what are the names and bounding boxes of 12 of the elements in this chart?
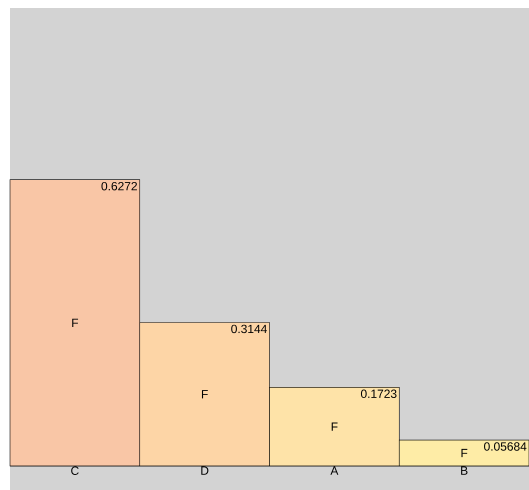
annotation: F	[461, 448, 468, 458]
annotation: F	[202, 390, 208, 398]
data-label: 0.05684	[484, 442, 526, 451]
data-label: 0.3144	[231, 324, 267, 334]
x-tick-label: B	[461, 466, 468, 475]
annotation: F	[72, 318, 78, 327]
data-label: 0.6272	[101, 182, 137, 190]
x-tick-label: A	[330, 466, 338, 475]
data-label: 0.1723	[360, 390, 397, 398]
x-tick-label: C	[71, 466, 79, 475]
x-tick-label: D	[201, 466, 208, 475]
annotation: F	[332, 422, 338, 431]
